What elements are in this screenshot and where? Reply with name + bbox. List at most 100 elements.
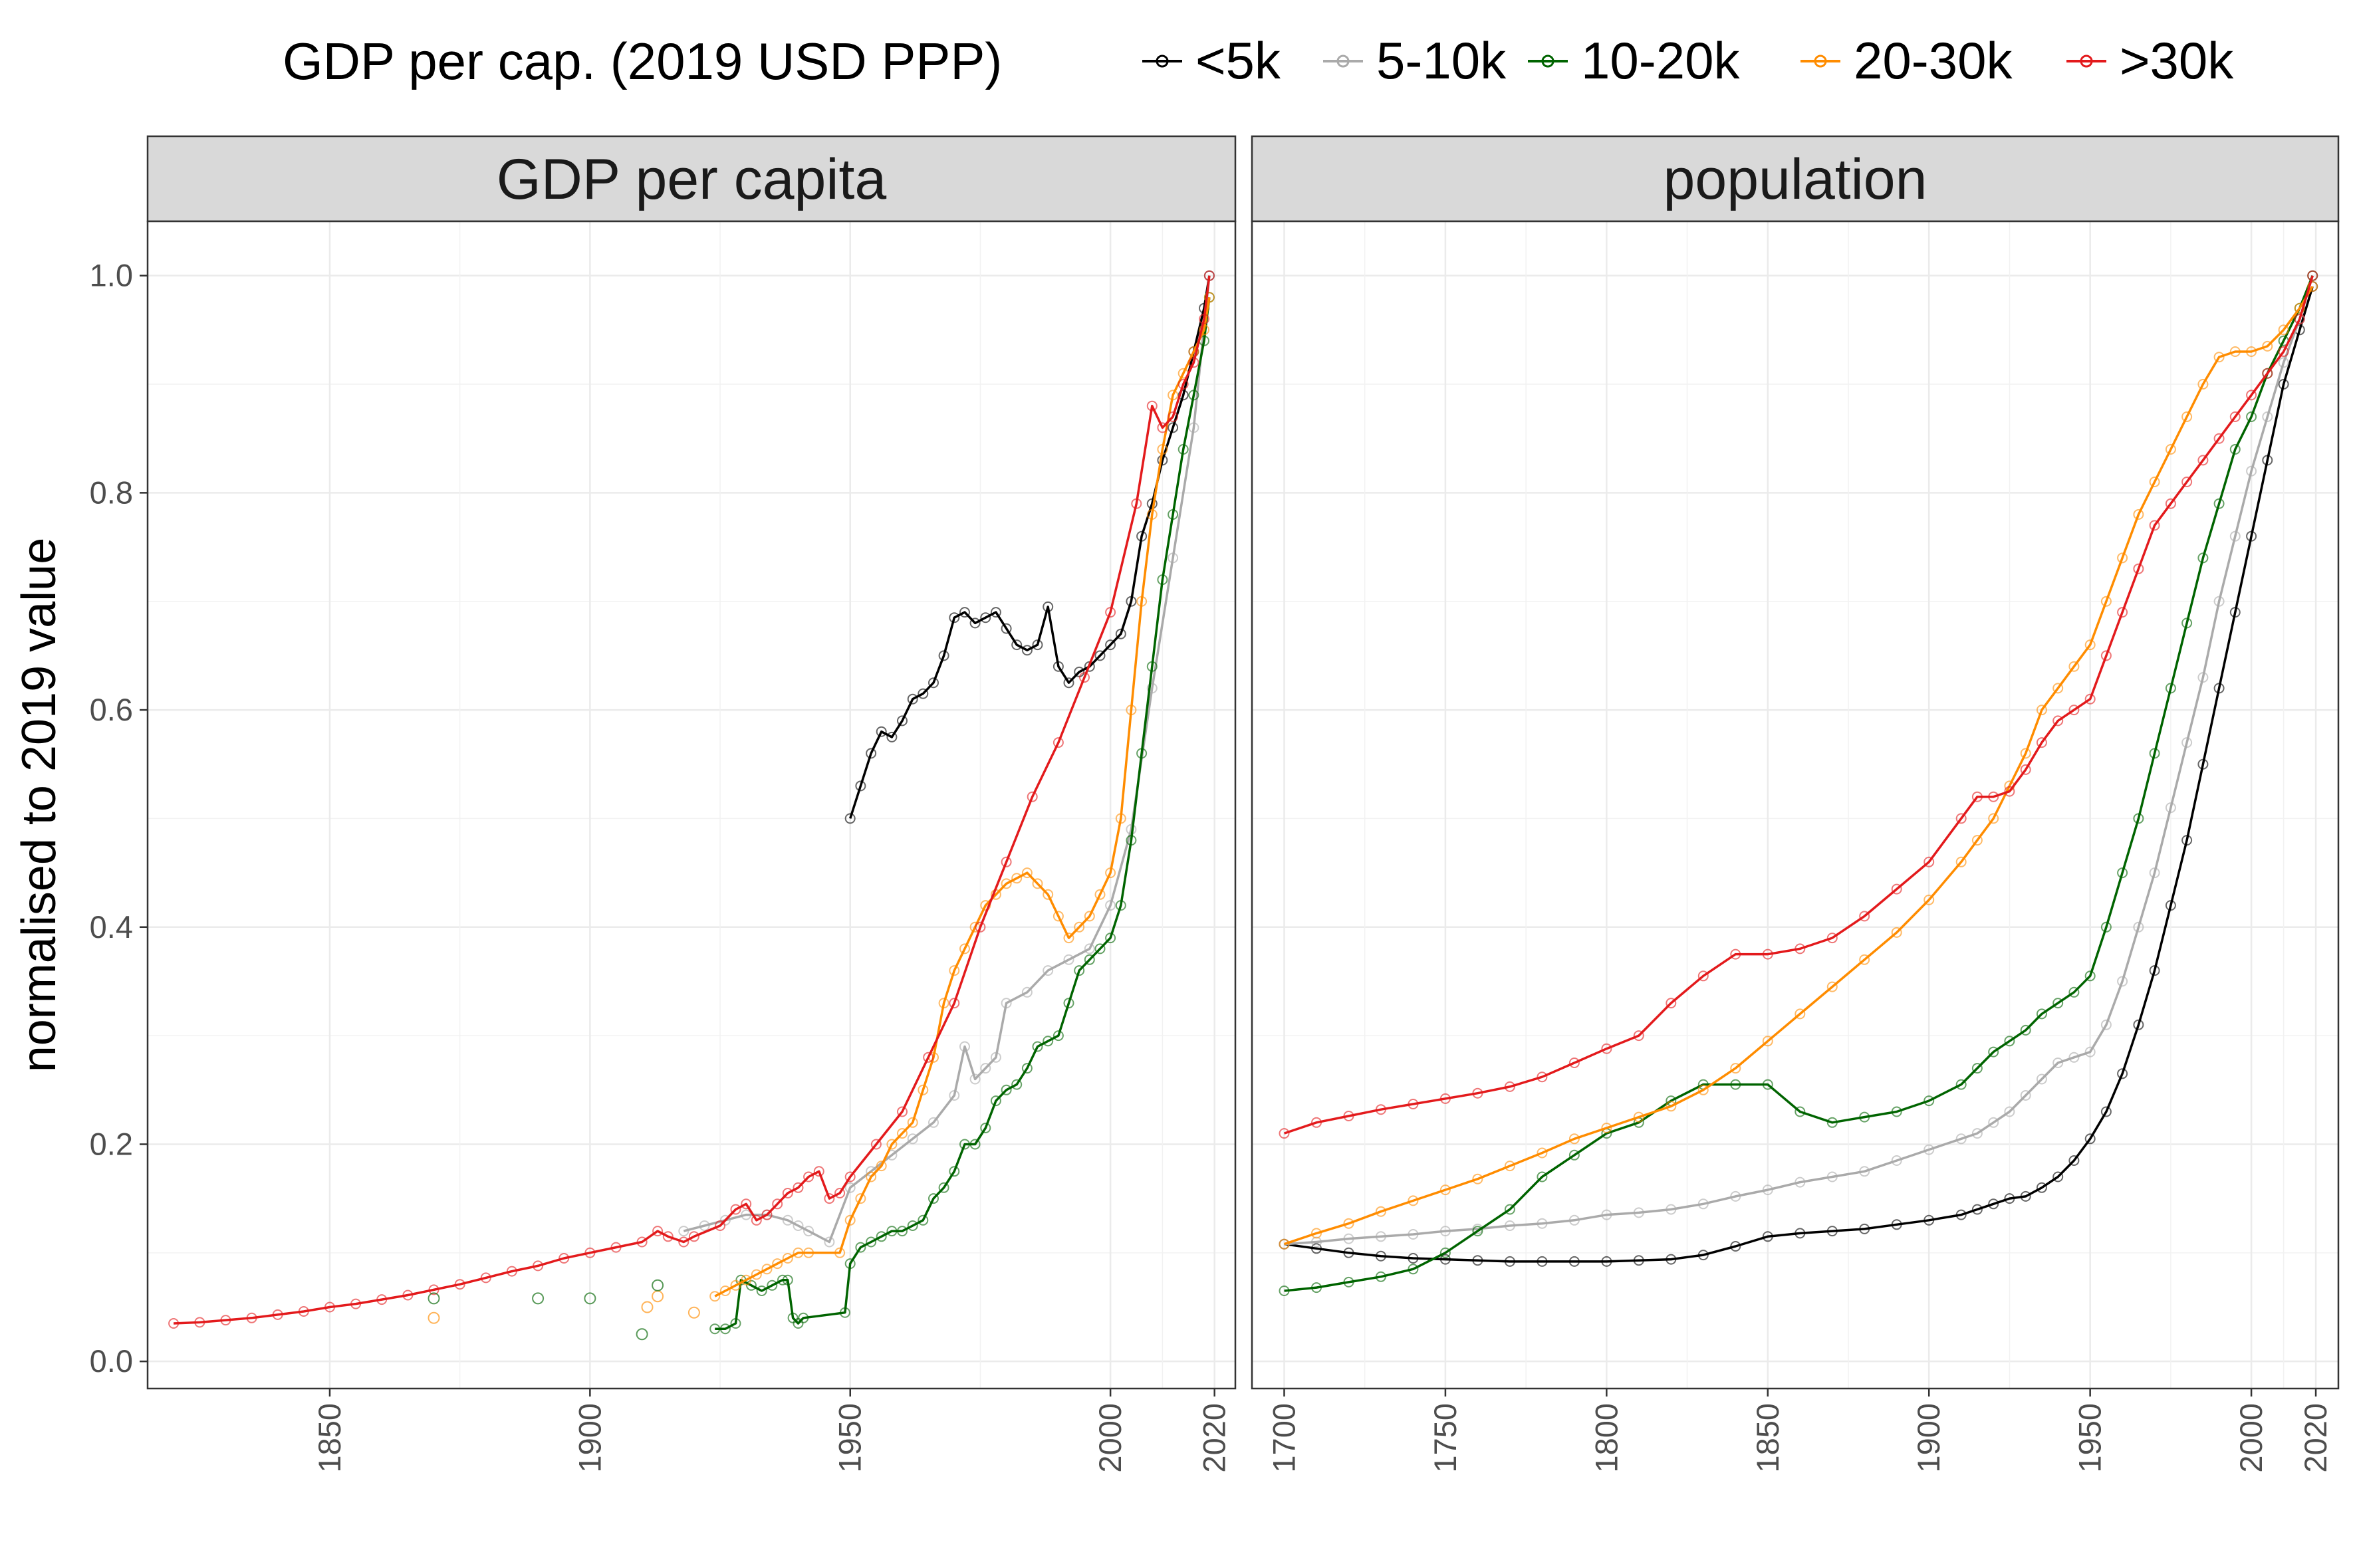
data-point: [1168, 552, 1179, 564]
data-point: [1074, 965, 1085, 976]
data-point: [194, 1317, 205, 1328]
data-point: [1043, 1036, 1054, 1047]
data-point: [907, 1117, 918, 1128]
data-point: [1011, 639, 1023, 651]
data-point: [532, 1292, 545, 1305]
data-point: [949, 1166, 960, 1177]
axes-gdp-per-capita: 0.0 0.2 0.4 0.6 0.8 1.0 1850 1900 1950 2000 2020: [90, 258, 1232, 1473]
data-point: [1472, 1087, 1483, 1099]
data-point: [1021, 1063, 1033, 1074]
data-point: [1730, 1063, 1741, 1074]
data-point: [2229, 530, 2241, 542]
legend-item: >30k: [2066, 31, 2234, 90]
data-point: [923, 1052, 934, 1063]
data-point: [767, 1280, 778, 1291]
data-point: [2262, 455, 2273, 466]
data-point: [1188, 422, 1199, 433]
data-point: [2278, 379, 2289, 390]
data-point: [1795, 1106, 1806, 1117]
data-point: [1826, 933, 1838, 944]
data-point: [1032, 878, 1043, 889]
data-point: [1537, 1256, 1548, 1267]
data-point: [1762, 1036, 1773, 1047]
data-point: [1011, 1079, 1023, 1090]
data-point: [793, 1220, 804, 1231]
x-tick-label: 1850: [1750, 1403, 1785, 1473]
data-point: [1131, 498, 1142, 509]
x-tick-label: 1750: [1427, 1403, 1463, 1473]
data-point: [1311, 1228, 1322, 1239]
data-point: [1730, 949, 1741, 960]
series-line: [1284, 286, 2314, 1263]
data-point: [1136, 748, 1148, 759]
data-point: [1439, 1226, 1451, 1237]
data-point: [844, 1182, 856, 1193]
data-point: [1343, 1218, 1354, 1229]
data-point: [1923, 1095, 1935, 1107]
data-point: [428, 1292, 440, 1305]
data-point: [2181, 737, 2193, 748]
data-point: [2004, 786, 2015, 797]
data-point: [886, 1226, 898, 1237]
data-point: [1923, 894, 1935, 905]
plot-area-population: [1252, 221, 2338, 1389]
data-point: [2004, 1193, 2015, 1204]
data-point: [2036, 1008, 2047, 1020]
data-point: [2229, 411, 2241, 422]
data-point: [1001, 623, 1012, 634]
data-point: [584, 1247, 596, 1258]
data-point: [1343, 1276, 1354, 1288]
data-point: [1126, 835, 1137, 846]
x-tick-label: 1800: [1588, 1403, 1624, 1473]
data-point: [1666, 1204, 1677, 1215]
data-point: [969, 617, 981, 629]
data-point: [2052, 1058, 2064, 1068]
data-point: [662, 1231, 674, 1242]
data-point: [1043, 601, 1054, 612]
data-point: [1001, 856, 1012, 867]
data-point: [2068, 705, 2080, 716]
data-point: [1105, 900, 1116, 911]
data-point: [1439, 1254, 1451, 1265]
data-point: [1697, 970, 1709, 982]
data-point: [1971, 791, 1983, 802]
data-point: [949, 998, 960, 1009]
x-tick-label: 2020: [2298, 1403, 2333, 1473]
data-point: [1136, 596, 1148, 607]
data-point: [1094, 650, 1106, 661]
data-point: [1084, 943, 1095, 954]
data-point: [2165, 444, 2176, 455]
data-point: [2020, 764, 2031, 775]
data-point: [168, 1318, 180, 1329]
data-point: [1955, 1079, 1967, 1090]
data-point: [1203, 292, 1215, 303]
data-point: [1762, 1184, 1773, 1196]
data-point: [2165, 900, 2176, 911]
data-point: [1859, 911, 1870, 922]
series-line: [1284, 275, 2314, 1292]
data-point: [2004, 1036, 2015, 1047]
data-point: [1795, 1176, 1806, 1188]
data-point: [1504, 1161, 1515, 1172]
axes-population: 1700 1750 1800 1850 1900 1950 2000 2020: [1267, 1389, 2333, 1473]
legend-key-marker: [1336, 55, 1350, 68]
data-point: [376, 1294, 388, 1305]
data-point: [2149, 477, 2160, 487]
data-point: [959, 1041, 970, 1052]
data-point: [969, 1073, 981, 1085]
data-point: [1891, 883, 1902, 895]
data-point: [844, 813, 856, 824]
data-point: [1311, 1117, 1322, 1128]
data-point: [1126, 705, 1137, 716]
data-point: [918, 1214, 929, 1226]
data-point: [2246, 390, 2257, 401]
data-point: [2020, 1024, 2031, 1036]
data-point: [990, 1052, 1001, 1063]
data-point: [2165, 802, 2176, 814]
data-point: [866, 1236, 877, 1248]
data-point: [897, 1128, 908, 1139]
data-point: [1126, 596, 1137, 607]
data-point: [980, 1063, 991, 1074]
data-point: [1311, 1243, 1322, 1254]
data-point: [2307, 270, 2318, 281]
